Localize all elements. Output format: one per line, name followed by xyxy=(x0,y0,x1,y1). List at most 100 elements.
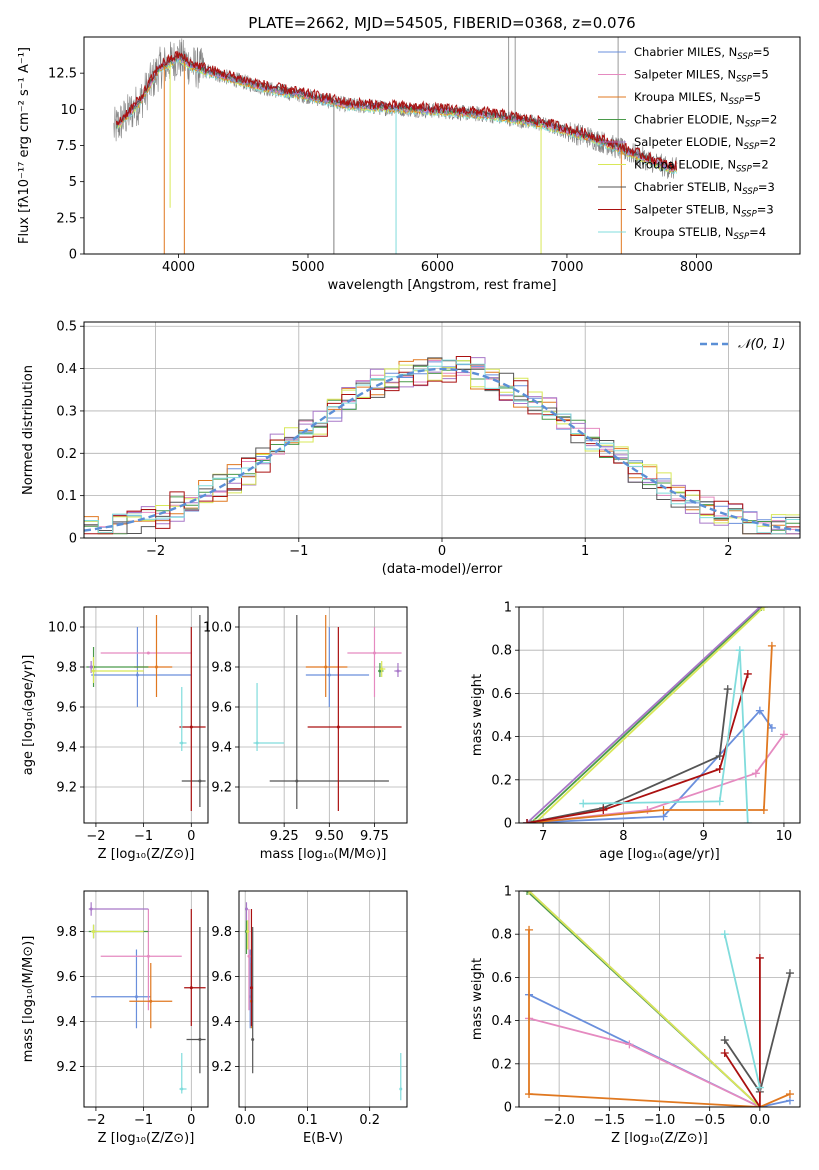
data-point xyxy=(327,673,331,677)
x-tick-label: 1 xyxy=(581,544,589,559)
x-tick-label: 0.0 xyxy=(750,1113,771,1128)
weight-marker xyxy=(751,769,760,778)
weight-marker xyxy=(720,1049,729,1057)
y-tick-label: 9.6 xyxy=(56,970,77,985)
axes-frame xyxy=(83,36,801,255)
weight-marker xyxy=(735,646,744,655)
weight-marker xyxy=(755,953,764,962)
legend-sub: SSP xyxy=(734,232,750,242)
axes-frame xyxy=(518,606,801,824)
legend-label: Chabrier STELIB, N xyxy=(634,180,742,194)
data-point xyxy=(180,741,184,745)
x-tick-label: −2 xyxy=(86,1113,105,1128)
data-point xyxy=(244,907,248,911)
y-tick-label: 0.4 xyxy=(56,362,77,377)
plot-area xyxy=(86,615,206,811)
x-tick-label: 2 xyxy=(724,544,732,559)
axes-frame xyxy=(238,606,408,824)
y-axis-label: age [log₁₀(age/yr)] xyxy=(21,655,36,776)
data-point xyxy=(198,1038,202,1041)
x-tick-label: −1 xyxy=(134,829,153,844)
legend-label: Chabrier MILES, N xyxy=(634,45,737,59)
weight-marker xyxy=(743,669,752,678)
legend-entry: Kroupa STELIB, NSSP=4 xyxy=(634,225,766,242)
legend-sub: SSP xyxy=(729,97,745,107)
y-tick-label: 10 xyxy=(60,103,77,118)
y-tick-label: 0.4 xyxy=(491,730,512,745)
weight-marker xyxy=(531,819,540,823)
panel-age_vs_mass: 9.25 9.50 9.75 9.2 9.4 9.6 9.8 10.0 mass [log₁₀(… xyxy=(203,606,408,862)
axes-frame xyxy=(83,321,801,539)
x-tick-label: 7000 xyxy=(550,260,583,275)
data-point xyxy=(92,669,96,673)
weight-marker xyxy=(755,1103,764,1107)
x-tick-label: 0 xyxy=(187,1113,195,1128)
plot-area xyxy=(523,891,794,1107)
legend-suffix: =5 xyxy=(752,68,769,82)
legend-entry: Kroupa ELODIE, NSSP=2 xyxy=(634,158,769,175)
histogram-series-8 xyxy=(84,359,800,535)
weight-marker xyxy=(715,797,724,806)
y-tick-label: 9.4 xyxy=(211,741,232,756)
axes-frame xyxy=(518,890,801,1108)
y-tick-label: 2.5 xyxy=(56,211,77,226)
weight-marker xyxy=(767,723,776,732)
legend-suffix: =3 xyxy=(758,180,775,194)
y-tick-label: 0.3 xyxy=(56,404,77,419)
data-point xyxy=(189,986,193,990)
x-tick-label: 8 xyxy=(619,829,627,844)
data-point xyxy=(372,651,376,655)
weight-line-8 xyxy=(723,933,761,1088)
x-tick-label: −1.5 xyxy=(594,1113,626,1128)
legend-suffix: =2 xyxy=(760,113,777,127)
panel-mass_vs_ebv: 0.0 0.1 0.2 9.2 9.4 9.6 9.8 E(B-V) xyxy=(211,890,408,1146)
weight-marker xyxy=(643,806,652,815)
y-tick-label: 9.2 xyxy=(211,781,232,796)
weight-line-4 xyxy=(526,607,761,823)
weight-line-0 xyxy=(526,709,773,823)
data-point xyxy=(324,665,328,669)
y-tick-label: 5 xyxy=(69,175,77,190)
weight-marker xyxy=(723,685,732,694)
y-tick-label: 9.2 xyxy=(211,1060,232,1075)
x-axis-label: Z [log₁₀(Z/Z⊙)] xyxy=(98,847,195,862)
weight-marker xyxy=(659,806,668,815)
axes-frame xyxy=(83,890,209,1108)
data-point xyxy=(246,930,250,933)
data-point xyxy=(180,1087,184,1091)
legend-sub: SSP xyxy=(736,75,752,85)
weight-marker xyxy=(715,752,724,761)
plot-area xyxy=(113,37,678,254)
weight-marker xyxy=(759,806,768,815)
legend-sub: SSP xyxy=(744,142,760,152)
weight-marker xyxy=(720,1036,729,1045)
y-axis-label: mass weight xyxy=(470,674,485,756)
y-tick-label: 0.5 xyxy=(56,320,77,335)
y-tick-label: 10.0 xyxy=(48,621,77,636)
x-tick-label: 9.50 xyxy=(315,829,344,844)
legend-entry: Salpeter ELODIE, NSSP=2 xyxy=(634,135,776,152)
data-point xyxy=(89,907,93,911)
y-tick-label: 0 xyxy=(69,532,77,547)
legend-label: Salpeter MILES, N xyxy=(634,68,736,82)
legend-suffix: =5 xyxy=(744,90,761,104)
y-tick-label: 0 xyxy=(69,248,77,263)
weight-line-2 xyxy=(528,929,791,1107)
y-tick-label: 12.5 xyxy=(48,67,77,82)
weight-line-5 xyxy=(534,607,765,823)
page-title: PLATE=2662, MJD=54505, FIBERID=0368, z=0… xyxy=(248,14,635,32)
axes-frame xyxy=(83,606,209,824)
y-tick-label: 0 xyxy=(504,1101,512,1116)
data-point xyxy=(251,1038,255,1041)
weight-marker xyxy=(599,806,608,815)
x-tick-label: 6000 xyxy=(421,260,454,275)
data-point xyxy=(135,673,139,677)
legend-label: Chabrier ELODIE, N xyxy=(634,113,745,127)
x-axis-label: (data-model)/error xyxy=(382,562,503,577)
weight-line-2 xyxy=(526,645,773,823)
data-point xyxy=(146,954,150,958)
data-point xyxy=(146,651,150,655)
y-tick-label: 0.8 xyxy=(491,928,512,943)
legend-entry: Kroupa MILES, NSSP=5 xyxy=(634,90,761,107)
